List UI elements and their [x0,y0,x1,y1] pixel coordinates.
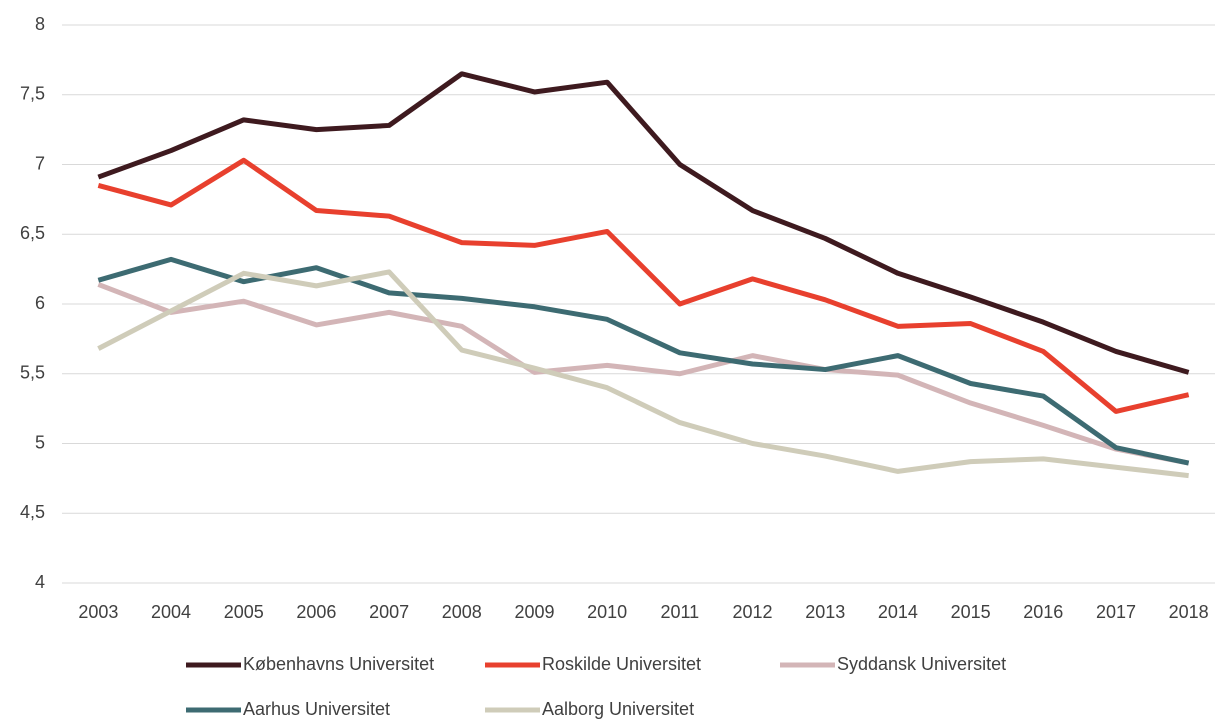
series-line [97,71,1190,375]
y-tick-label: 4,5 [20,502,45,522]
x-tick-label: 2005 [224,602,264,622]
series-line [97,256,1190,466]
y-tick-label: 6,5 [20,223,45,243]
y-tick-label: 7,5 [20,84,45,104]
x-tick-label: 2010 [587,602,627,622]
x-tick-label: 2018 [1169,602,1209,622]
legend-label: Københavns Universitet [243,654,434,674]
legend-label: Roskilde Universitet [542,654,701,674]
legend-label: Syddansk Universitet [837,654,1006,674]
x-tick-label: 2015 [951,602,991,622]
y-tick-label: 6 [35,293,45,313]
y-tick-label: 4 [35,572,45,592]
y-tick-label: 7 [35,153,45,173]
x-tick-label: 2006 [296,602,336,622]
x-tick-label: 2007 [369,602,409,622]
x-tick-label: 2014 [878,602,918,622]
y-tick-label: 5 [35,432,45,452]
x-tick-label: 2013 [805,602,845,622]
y-tick-label: 5,5 [20,363,45,383]
x-tick-label: 2016 [1023,602,1063,622]
x-tick-label: 2012 [733,602,773,622]
series-line [97,282,1190,466]
legend-label: Aalborg Universitet [542,699,694,719]
x-tick-label: 2017 [1096,602,1136,622]
series-line [97,269,1189,479]
x-tick-label: 2003 [78,602,118,622]
x-tick-label: 2008 [442,602,482,622]
y-tick-label: 8 [35,14,45,34]
x-tick-label: 2004 [151,602,191,622]
x-tick-label: 2009 [514,602,554,622]
x-tick-label: 2011 [660,602,699,622]
series-line [97,157,1190,414]
legend-label: Aarhus Universitet [243,699,390,719]
